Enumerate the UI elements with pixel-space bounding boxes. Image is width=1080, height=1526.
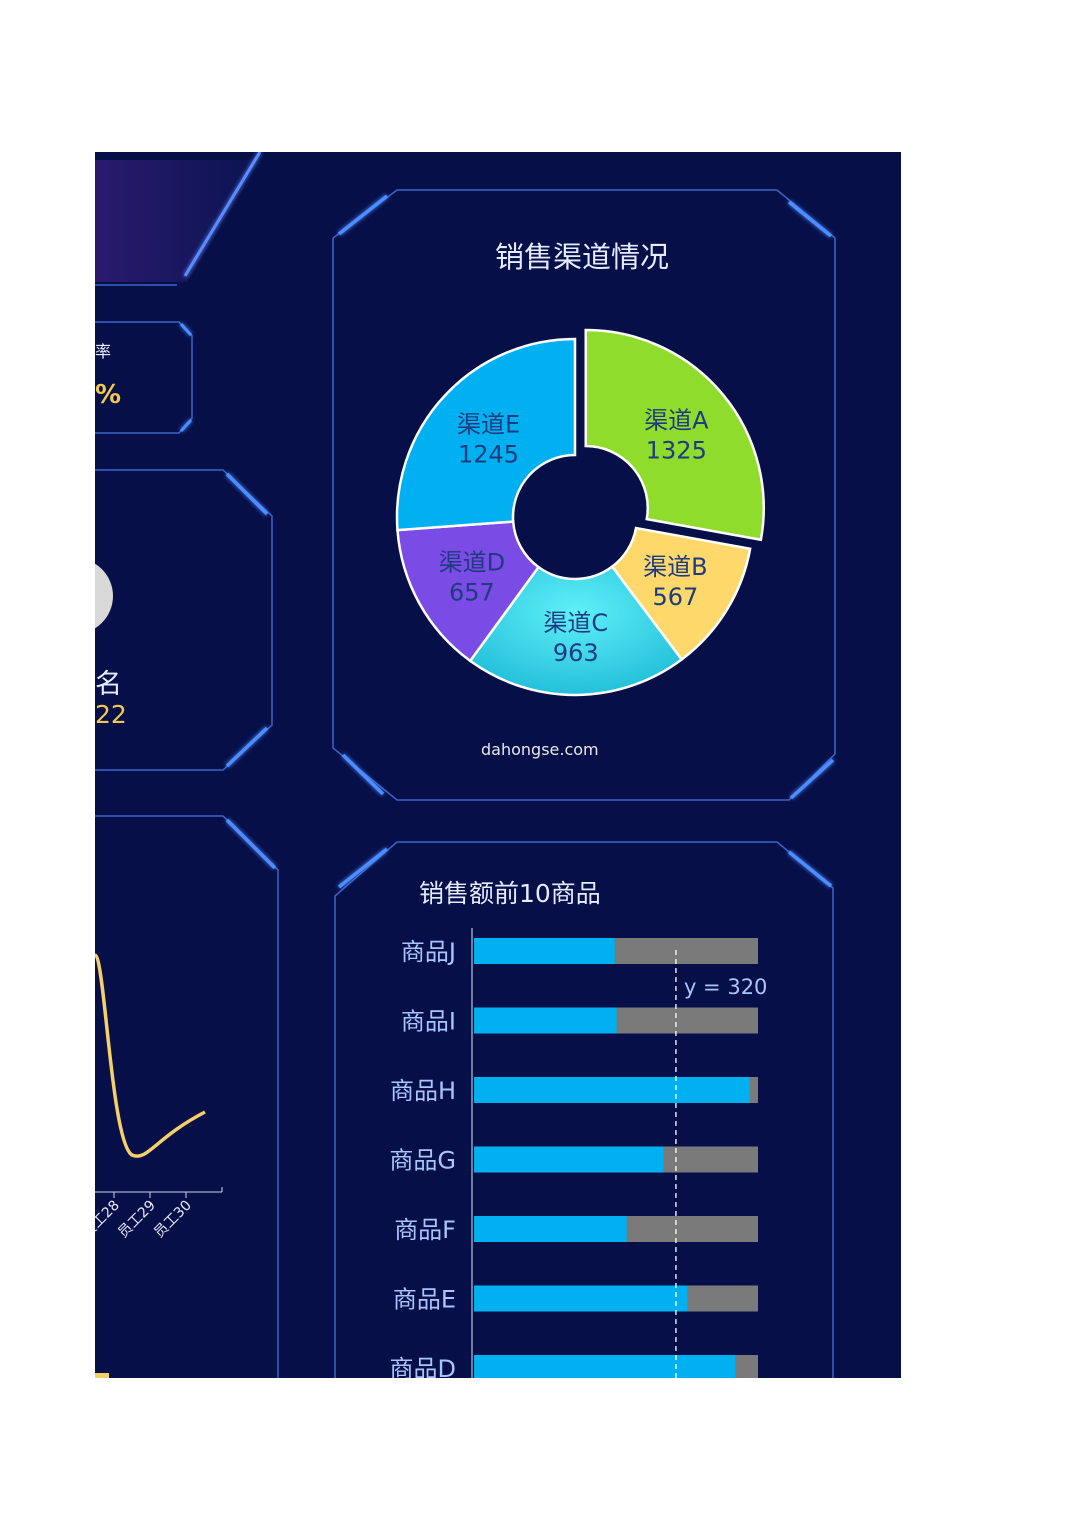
- profile-card-glow: [225, 726, 269, 768]
- bar-value: [474, 1007, 617, 1034]
- donut-slice: [395, 337, 577, 532]
- profile-label-fragment: 名: [95, 669, 122, 700]
- bar-value: [474, 938, 615, 964]
- kpi-label-fragment: 率: [95, 342, 112, 361]
- line-card-frame: [95, 815, 279, 1378]
- donut-card-glow: [789, 758, 835, 800]
- profile-value-fragment: 22: [95, 700, 127, 729]
- donut-card-glow: [337, 194, 389, 236]
- bar-category-label: 商品H: [390, 1077, 456, 1105]
- donut-slice-value: 963: [553, 639, 599, 667]
- donut-chart-title: 销售渠道情况: [494, 240, 669, 274]
- bar-value: [474, 1285, 688, 1312]
- bar-card-glow: [787, 850, 833, 888]
- donut-slice-label: 渠道D: [439, 548, 505, 576]
- bar-value: [474, 1355, 736, 1378]
- kpi-card-glow: [179, 322, 193, 337]
- bar-value: [474, 1216, 627, 1242]
- kpi-card-glow: [179, 418, 193, 433]
- bar-chart: 商品J 商品I 商品H 商品G 商品F 商品E 商品D y = 320: [389, 928, 767, 1378]
- avatar: [95, 563, 113, 629]
- donut-slice-label: 渠道C: [543, 609, 608, 637]
- line-chart-tick-label: 员工30: [151, 1198, 195, 1242]
- kpi-value-fragment: %: [95, 380, 122, 410]
- bar-chart-title: 销售额前10商品: [419, 879, 601, 908]
- watermark: dahongse.com: [481, 740, 599, 759]
- bar-category-label: 商品G: [389, 1147, 456, 1175]
- header-banner: [95, 160, 260, 282]
- donut-slice-value: 1245: [458, 441, 519, 469]
- donut-slice: [584, 328, 765, 542]
- kpi-card-frame: [95, 321, 193, 434]
- donut-slice-value: 657: [449, 578, 495, 606]
- profile-card-frame: [95, 469, 273, 771]
- bar-card-glow: [337, 847, 389, 889]
- donut-slice-label: 渠道E: [457, 411, 520, 439]
- bar-category-label: 商品F: [394, 1216, 456, 1244]
- donut-slice-label: 渠道A: [644, 406, 709, 434]
- bar-category-label: 商品E: [393, 1286, 456, 1314]
- donut-slice-value: 567: [652, 583, 698, 611]
- bar-value: [474, 1146, 664, 1173]
- donut-card-glow: [787, 200, 833, 238]
- donut-slice: [396, 520, 541, 663]
- bar-value: [474, 1077, 750, 1103]
- donut-slice-value: 1325: [646, 436, 707, 464]
- donut-slice-label: 渠道B: [643, 553, 707, 581]
- header-glow-line: [183, 152, 262, 277]
- reference-line-label: y = 320: [684, 975, 767, 999]
- bar-category-label: 商品D: [390, 1355, 456, 1378]
- donut-slice: [468, 564, 684, 697]
- profile-card-glow: [225, 472, 269, 516]
- series-line: [95, 953, 206, 1158]
- legend-swatch-fragment: [95, 1373, 109, 1378]
- bar-category-label: 商品I: [401, 1008, 456, 1036]
- bar-category-label: 商品J: [401, 938, 456, 966]
- dashboard-canvas: 员工28 员工29 员工30 渠道A 1325 渠道B 567 渠道C 963 渠道D 657 渠道…: [95, 152, 901, 1378]
- line-card-glow: [225, 818, 277, 870]
- donut-card-glow: [341, 753, 385, 796]
- line-chart-tick-label: 员工29: [115, 1198, 159, 1242]
